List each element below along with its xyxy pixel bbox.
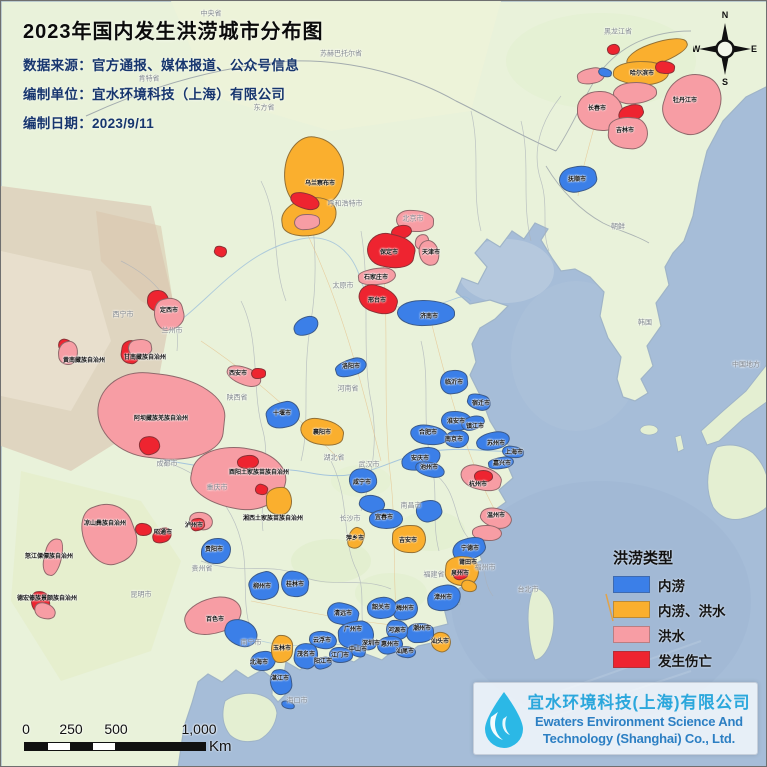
tsushima-island (674, 434, 685, 453)
legend-swatch-orange (613, 601, 650, 618)
legend-item-neilao: 内涝 (613, 576, 726, 594)
logo-en-name-line2: Technology (Shanghai) Co., Ltd. (542, 731, 736, 746)
scale-bar-graphic (24, 742, 206, 751)
water-drop-icon (485, 691, 523, 748)
legend: 洪涝类型 内涝 内涝、洪水 洪水 发生伤亡 (613, 547, 726, 676)
legend-item-hongshui: 洪水 (613, 626, 726, 644)
jeju-island (639, 424, 659, 436)
scale-segment (70, 743, 93, 750)
scale-tick-500: 500 (104, 721, 128, 737)
scale-unit: Km (209, 738, 232, 755)
compass-e-label: E (751, 44, 757, 54)
compass-rose: N E S W (693, 10, 757, 85)
compass-star-icon (699, 23, 751, 75)
scale-segment (115, 743, 205, 750)
legend-swatch-pink (613, 626, 650, 643)
compiler-line: 编制单位：宜水环境科技（上海）有限公司 (23, 87, 286, 102)
compass-w-label: W (693, 44, 701, 54)
legend-item-shangwang: 发生伤亡 (613, 651, 726, 669)
compass-s-label: S (722, 77, 728, 85)
legend-label: 内涝、洪水 (658, 603, 726, 619)
legend-swatch-red (613, 651, 650, 668)
logo-text: 宜水环境科技(上海)有限公司 Ewaters Environment Scien… (527, 689, 757, 748)
legend-label: 洪水 (658, 628, 685, 644)
logo-en-name-line1: Ewaters Environment Science And (535, 714, 743, 730)
data-source-line: 数据来源：官方通报、媒体报道、公众号信息 (23, 58, 299, 73)
kyushu-island (707, 444, 766, 520)
scale-tick-1000: 1,000 (181, 721, 217, 737)
date-line: 编制日期：2023/9/11 (23, 116, 155, 131)
taiwan-island (527, 586, 555, 661)
legend-swatch-blue (613, 576, 650, 593)
legend-item-neilao-hongshui: 内涝、洪水 (613, 601, 726, 619)
scale-segment (25, 743, 48, 750)
scale-tick-250: 250 (59, 721, 83, 737)
scale-tick-0: 0 (22, 721, 30, 737)
honshu-west (700, 364, 766, 446)
title-block: 2023年国内发生洪涝城市分布图 数据来源：官方通报、媒体报道、公众号信息 编制… (23, 15, 324, 141)
map-title: 2023年国内发生洪涝城市分布图 (23, 21, 324, 43)
legend-title: 洪涝类型 (613, 550, 674, 567)
company-logo-box: 宜水环境科技(上海)有限公司 Ewaters Environment Scien… (473, 682, 758, 755)
legend-label: 内涝 (658, 578, 685, 594)
legend-label: 发生伤亡 (658, 653, 712, 669)
hainan-island (222, 692, 278, 743)
scale-segment (47, 743, 70, 750)
compass-n-label: N (722, 10, 729, 20)
scale-segment (92, 743, 115, 750)
logo-cn-name: 宜水环境科技(上海)有限公司 (527, 694, 751, 713)
